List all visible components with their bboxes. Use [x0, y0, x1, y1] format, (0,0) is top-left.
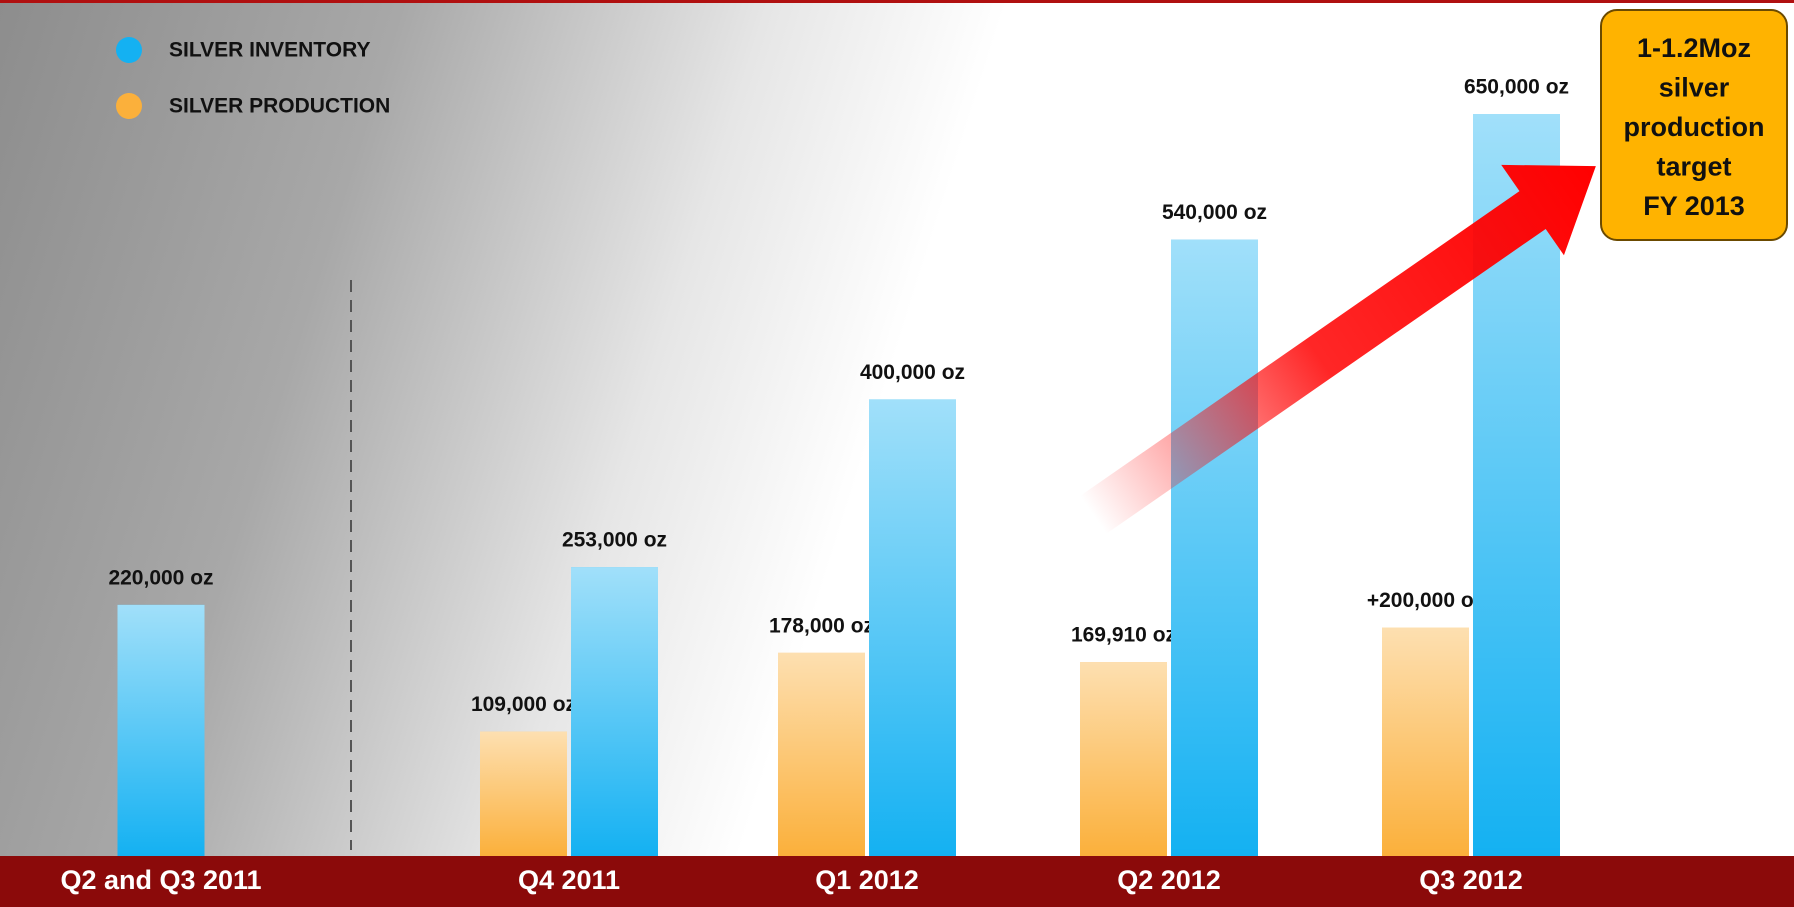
value-label: 109,000 oz: [471, 693, 576, 716]
bar-group: [117, 604, 205, 856]
top-rule: [0, 0, 1794, 3]
value-label: +200,000 oz: [1367, 589, 1484, 612]
legend-label: SILVER PRODUCTION: [169, 95, 390, 118]
value-label: 540,000 oz: [1162, 201, 1267, 224]
value-label: 400,000 oz: [860, 361, 965, 384]
category-band: [0, 856, 1794, 907]
legend-label: SILVER INVENTORY: [169, 39, 370, 62]
arrow-shape: [1079, 164, 1596, 534]
x-tick-label: Q4 2011: [518, 865, 620, 895]
bar-group: [571, 567, 658, 856]
legend-swatch: [116, 93, 142, 119]
legend: SILVER INVENTORY SILVER PRODUCTION: [116, 37, 390, 119]
bar-group: [1171, 239, 1258, 857]
bar-group: [1080, 662, 1167, 856]
value-label: 253,000 oz: [562, 529, 667, 552]
annotation-line: silver: [1659, 73, 1730, 103]
annotation: 1-1.2Moz silver production target FY 2013: [1624, 33, 1765, 221]
plot: Q2 and Q3 2011 220,000 oz Q4 2011 109,000 o…: [60, 76, 1569, 896]
annotation-box: [1600, 9, 1788, 241]
value-label: 220,000 oz: [108, 566, 213, 589]
value-label: 178,000 oz: [769, 614, 874, 637]
x-tick-label: Q2 and Q3 2011: [60, 865, 261, 895]
bar-shine: [1171, 239, 1258, 857]
x-tick-label: Q3 2012: [1419, 865, 1523, 895]
bar-shine: [571, 567, 658, 856]
value-label: 169,910 oz: [1071, 624, 1176, 647]
x-tick-label: Q1 2012: [815, 865, 919, 895]
growth-arrow: [1079, 164, 1596, 534]
bar-shine: [778, 652, 865, 856]
bar-shine: [869, 399, 956, 856]
bar-shine: [480, 731, 567, 856]
bar-shine: [1080, 662, 1167, 856]
bar-group: [778, 652, 865, 856]
bar-group: [480, 731, 567, 856]
bar-group: [1382, 627, 1469, 856]
value-label: 650,000 oz: [1464, 76, 1569, 99]
bar-group: [869, 399, 956, 856]
legend-swatch: [116, 37, 142, 63]
bar-shine: [1382, 627, 1469, 856]
bar-shine: [117, 604, 205, 856]
annotation-line: production: [1624, 112, 1765, 142]
annotation-line: 1-1.2Moz: [1637, 33, 1751, 63]
annotation-line: FY 2013: [1643, 191, 1745, 221]
x-tick-label: Q2 2012: [1117, 865, 1221, 895]
annotation-line: target: [1656, 152, 1731, 182]
